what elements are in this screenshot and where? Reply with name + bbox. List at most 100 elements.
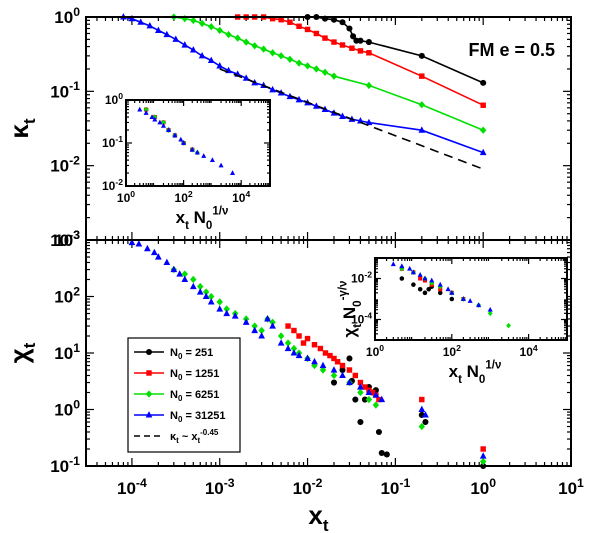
marker-diamond xyxy=(223,305,230,313)
marker-triangle xyxy=(194,149,200,155)
marker-triangle xyxy=(216,305,224,312)
marker-diamond xyxy=(357,388,364,397)
marker-triangle xyxy=(196,288,204,295)
marker-triangle xyxy=(223,309,231,317)
marker-triangle xyxy=(157,119,163,125)
marker-square xyxy=(285,323,291,329)
marker-triangle xyxy=(170,265,178,273)
marker-diamond xyxy=(251,42,258,50)
marker-circle xyxy=(378,449,385,457)
legend-label: κt ~ xt-0.45 xyxy=(170,428,219,445)
series-3 xyxy=(390,261,493,312)
y-tick-label: 10-4 xyxy=(351,310,372,326)
marker-triangle xyxy=(172,132,178,138)
marker-triangle xyxy=(418,405,426,413)
marker-diamond xyxy=(304,62,311,70)
marker-square xyxy=(334,359,341,365)
inset-y-label: χt N0-γ/ν xyxy=(338,281,364,338)
marker-diamond xyxy=(202,288,210,296)
series-1 xyxy=(234,14,486,108)
marker-square xyxy=(418,276,423,281)
marker-square xyxy=(304,335,311,342)
marker-triangle xyxy=(330,366,338,373)
marker-diamond xyxy=(208,292,215,301)
marker-triangle xyxy=(304,354,311,362)
y-tick-label: 10-2 xyxy=(351,269,372,285)
marker-square xyxy=(419,73,425,79)
marker-diamond xyxy=(181,270,188,278)
marker-square xyxy=(327,352,333,359)
marker-diamond xyxy=(161,119,166,126)
marker-triangle xyxy=(135,240,143,247)
marker-triangle xyxy=(181,275,189,283)
inset-kappa-inset: 100 102 104 10-2 10-1 100 xt N01/ν xyxy=(102,91,271,232)
marker-circle xyxy=(145,348,153,356)
marker-square xyxy=(304,26,311,33)
marker-circle xyxy=(417,286,423,292)
legend-entry-2: N0 = 6251 xyxy=(134,389,219,403)
panel-annotation: FM e = 0.5 xyxy=(468,40,555,60)
panel-chi: 10-4 10-3 10-2 10-1 100 101 10-1 100 101 102 103 χt… xyxy=(4,228,584,533)
inset-chi-inset: 100 102 104 10-4 10-2 xt N01/ν χt N0-γ/ν xyxy=(338,257,568,386)
marker-square xyxy=(278,16,284,23)
x-tick-label: 100 xyxy=(366,343,384,359)
marker-diamond xyxy=(216,298,223,306)
marker-triangle xyxy=(189,146,195,152)
marker-triangle xyxy=(172,35,180,42)
marker-triangle xyxy=(163,30,171,38)
x-axis-label: xt xyxy=(308,500,328,533)
marker-triangle xyxy=(277,339,285,346)
legend-label: N0 = 6251 xyxy=(170,389,219,403)
series-line xyxy=(173,16,484,131)
legend-entry-0: N0 = 251 xyxy=(134,347,213,361)
marker-triangle xyxy=(137,18,145,25)
marker-circle xyxy=(357,418,364,426)
marker-triangle xyxy=(209,157,215,163)
marker-diamond xyxy=(208,23,215,31)
marker-triangle xyxy=(418,126,426,133)
marker-diamond xyxy=(487,310,493,317)
marker-diamond xyxy=(506,322,511,329)
marker-diamond xyxy=(225,30,232,39)
marker-triangle xyxy=(264,315,271,322)
marker-diamond xyxy=(197,282,204,291)
marker-square xyxy=(366,50,372,56)
marker-circle xyxy=(426,286,431,292)
marker-square xyxy=(291,327,297,334)
marker-triangle xyxy=(163,258,171,266)
marker-triangle xyxy=(269,85,276,93)
marker-triangle xyxy=(145,411,153,418)
marker-diamond xyxy=(286,55,294,63)
marker-diamond xyxy=(277,332,285,340)
marker-diamond xyxy=(479,126,487,134)
inset-x-label: xt N01/ν xyxy=(449,360,502,386)
marker-square xyxy=(331,355,337,362)
marker-triangle xyxy=(407,265,413,271)
marker-diamond xyxy=(479,457,487,466)
y-tick-label: 10-1 xyxy=(50,79,80,101)
marker-triangle xyxy=(319,361,327,369)
marker-triangle xyxy=(154,26,162,33)
marker-diamond xyxy=(234,34,241,42)
marker-diamond xyxy=(418,422,426,431)
marker-square xyxy=(352,372,359,379)
marker-diamond xyxy=(181,14,188,23)
legend-entry-3: N0 = 31251 xyxy=(134,410,226,424)
marker-square xyxy=(369,389,376,396)
marker-diamond xyxy=(251,322,258,330)
marker-triangle xyxy=(198,52,206,59)
marker-square xyxy=(376,396,382,403)
marker-triangle xyxy=(284,344,292,352)
x-tick-label: 104 xyxy=(232,189,250,205)
y-tick-label: 10-2 xyxy=(50,154,80,176)
marker-square xyxy=(362,384,368,390)
marker-circle xyxy=(480,79,487,86)
marker-triangle xyxy=(378,395,386,403)
marker-triangle xyxy=(295,95,303,103)
marker-circle xyxy=(350,33,357,40)
marker-triangle xyxy=(258,332,265,339)
marker-diamond xyxy=(277,52,285,60)
marker-square xyxy=(322,350,329,356)
series-0 xyxy=(330,355,487,470)
